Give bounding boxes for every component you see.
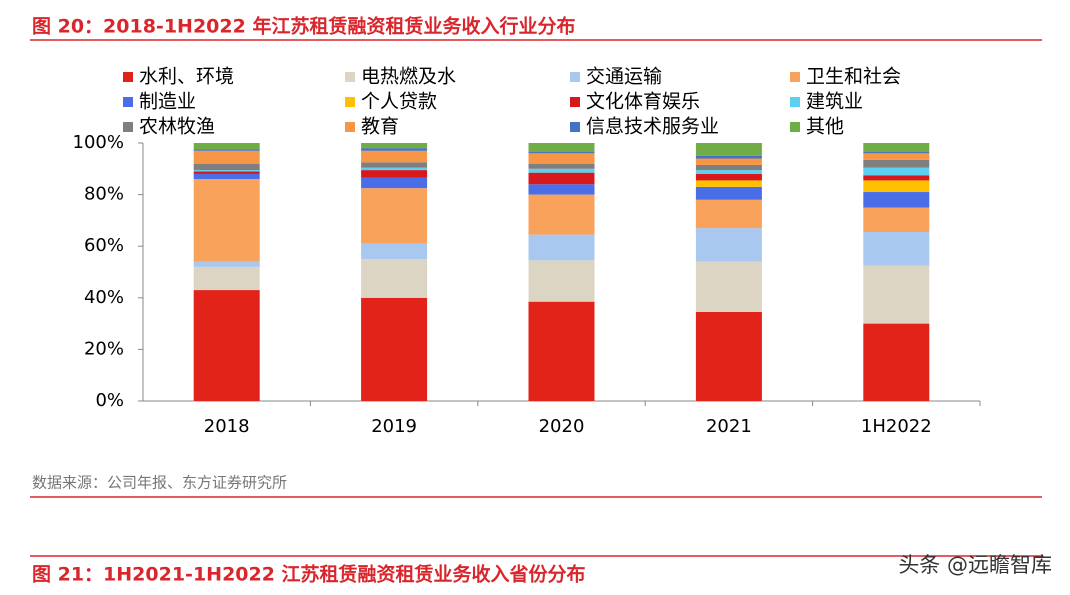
bar-segment	[361, 143, 428, 149]
bar-segment	[361, 162, 428, 168]
bar-segment	[193, 179, 260, 262]
bar-segment	[528, 301, 595, 401]
bar-segment	[863, 167, 930, 176]
bar-segment	[361, 177, 428, 189]
bar-segment	[695, 311, 762, 401]
bar-segment	[193, 290, 260, 401]
legend-swatch	[123, 122, 133, 132]
bar-segment	[361, 188, 428, 244]
watermark: 头条 @远瞻智库	[898, 553, 1052, 577]
legend-swatch	[123, 72, 133, 82]
legend-label: 建筑业	[806, 91, 863, 113]
bar-segment	[361, 243, 428, 260]
legend-swatch	[790, 97, 800, 107]
legend-label: 信息技术服务业	[586, 116, 719, 138]
bar-segment	[863, 180, 930, 193]
bar-segment	[528, 152, 595, 154]
bar-segment	[193, 170, 260, 172]
bar-segment	[361, 148, 428, 151]
bar-segment	[863, 232, 930, 266]
next-figure-title: 图 21：1H2021-1H2022 江苏租赁融资租赁业务收入省份分布	[32, 563, 586, 586]
bar-segment	[695, 199, 762, 229]
x-tick-label: 2019	[371, 416, 417, 437]
legend-swatch	[790, 122, 800, 132]
y-tick-label: 0%	[95, 390, 124, 411]
bar-segment	[863, 207, 930, 233]
legend-swatch	[123, 97, 133, 107]
legend-swatch	[570, 122, 580, 132]
bar-segment	[528, 194, 595, 235]
legend-swatch	[345, 72, 355, 82]
bar-segment	[695, 164, 762, 171]
bar-segment	[528, 153, 595, 164]
bar-segment	[193, 266, 260, 291]
legend-label: 电热燃及水	[361, 66, 456, 88]
bar-segment	[863, 159, 930, 168]
y-tick-label: 40%	[84, 287, 124, 308]
bar-segment	[361, 170, 428, 178]
bar-segment	[863, 152, 930, 154]
bar-segment	[361, 297, 428, 401]
legend-label: 交通运输	[586, 66, 662, 88]
bar-segment	[361, 150, 428, 163]
x-tick-label: 1H2022	[861, 416, 932, 437]
bar-segment	[193, 163, 260, 171]
bar-segment	[193, 173, 260, 180]
bar-segment	[863, 323, 930, 401]
bar-segment	[193, 150, 260, 164]
bar-segment	[361, 259, 428, 298]
x-tick-label: 2018	[204, 416, 250, 437]
bar-segment	[863, 153, 930, 160]
bar-segment	[528, 184, 595, 195]
legend-label: 卫生和社会	[806, 66, 901, 88]
bar-segment	[695, 173, 762, 181]
bar-segment	[695, 180, 762, 187]
bar-segment	[528, 260, 595, 302]
x-tick-label: 2021	[706, 416, 752, 437]
legend-swatch	[570, 72, 580, 82]
bar-segment	[695, 155, 762, 159]
y-tick-label: 80%	[84, 184, 124, 205]
bar-segment	[193, 171, 260, 174]
legend-label: 教育	[361, 116, 399, 138]
legend-label: 文化体育娱乐	[586, 91, 700, 113]
bar-segment	[528, 234, 595, 261]
bar-segment	[695, 158, 762, 165]
bar-segment	[863, 175, 930, 181]
legend-swatch	[345, 122, 355, 132]
bar-segment	[695, 228, 762, 262]
legend-label: 个人贷款	[361, 91, 437, 113]
bar-segment	[528, 172, 595, 185]
y-tick-label: 100%	[73, 132, 124, 153]
bar-segment	[361, 167, 428, 171]
bar-segment	[695, 186, 762, 200]
bar-segment	[528, 168, 595, 173]
legend-label: 水利、环境	[139, 66, 234, 88]
bar-segment	[528, 143, 595, 153]
legend-swatch	[345, 97, 355, 107]
y-tick-label: 20%	[84, 338, 124, 359]
bar-segment	[863, 192, 930, 208]
y-tick-label: 60%	[84, 235, 124, 256]
bar-segment	[695, 261, 762, 312]
bar-segment	[528, 163, 595, 169]
bar-segment	[863, 143, 930, 153]
bar-segment	[695, 143, 762, 156]
bar-segment	[695, 170, 762, 174]
legend-swatch	[790, 72, 800, 82]
legend-label: 制造业	[139, 91, 196, 113]
bar-segment	[193, 261, 260, 267]
x-tick-label: 2020	[539, 416, 585, 437]
legend-swatch	[570, 97, 580, 107]
legend-label: 农林牧渔	[139, 116, 215, 138]
bar-segment	[193, 143, 260, 150]
chart-title: 图 20：2018-1H2022 年江苏租赁融资租赁业务收入行业分布	[32, 15, 575, 38]
legend-label: 其他	[806, 116, 844, 138]
bar-segment	[863, 265, 930, 324]
source: 数据来源：公司年报、东方证券研究所	[32, 474, 287, 492]
bar-segment	[193, 149, 260, 151]
